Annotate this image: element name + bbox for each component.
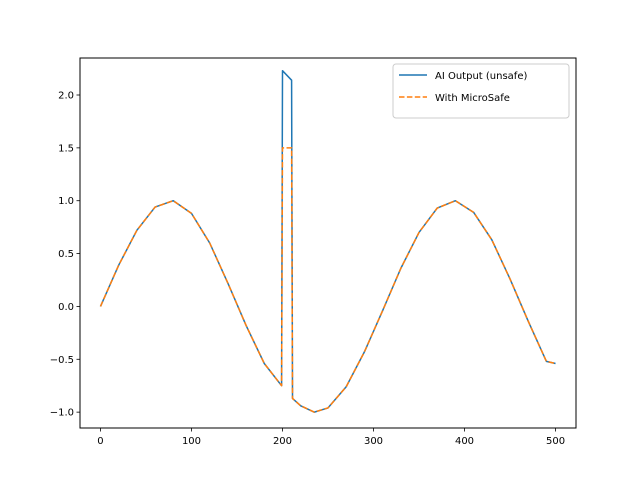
y-tick-label: 2.0 [58, 91, 74, 102]
y-axis: −1.0 −0.5 0.0 0.5 1.0 1.5 2.0 [50, 91, 80, 419]
x-tick-label: 400 [455, 436, 474, 447]
y-tick-label: 1.5 [58, 143, 74, 154]
series-line-2 [99, 147, 556, 413]
y-tick-label: −0.5 [50, 355, 74, 366]
y-tick-label: 0.0 [58, 302, 74, 313]
x-tick-label: 200 [273, 436, 292, 447]
x-tick-label: 500 [546, 436, 565, 447]
legend-box [392, 63, 570, 119]
x-axis: 0 100 200 300 400 500 [97, 428, 565, 447]
y-tick-label: 1.0 [58, 196, 74, 207]
y-tick-label: −1.0 [50, 408, 74, 419]
axes-frame [79, 57, 577, 429]
x-tick-label: 0 [97, 436, 103, 447]
x-tick-label: 100 [182, 436, 201, 447]
legend-label: With MicroSafe [435, 93, 510, 104]
plot-area [99, 69, 556, 413]
series-line-1 [99, 69, 556, 413]
y-tick-label: 0.5 [58, 249, 74, 260]
legend: AI Output (unsafe) With MicroSafe [392, 63, 570, 119]
legend-label: AI Output (unsafe) [435, 71, 527, 82]
x-tick-label: 300 [364, 436, 383, 447]
